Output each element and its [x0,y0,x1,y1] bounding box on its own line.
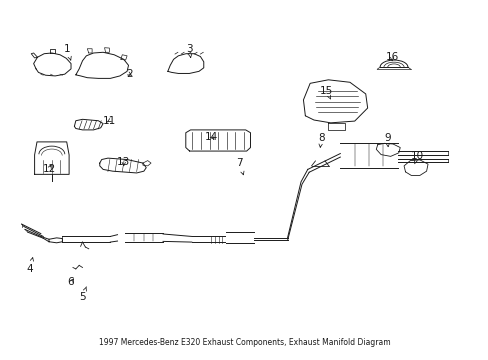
Text: 1: 1 [64,45,71,60]
Text: 9: 9 [383,133,390,147]
Text: 7: 7 [236,158,244,175]
Text: 12: 12 [42,165,56,174]
Text: 11: 11 [102,116,116,126]
Text: 4: 4 [26,258,34,274]
Text: 10: 10 [409,151,423,164]
Text: 15: 15 [320,86,333,99]
Text: 8: 8 [317,133,324,147]
Text: 14: 14 [205,132,218,142]
Text: 3: 3 [186,45,192,58]
Text: 13: 13 [117,157,130,167]
Text: 2: 2 [126,69,133,79]
Text: 16: 16 [385,52,398,62]
Text: 1997 Mercedes-Benz E320 Exhaust Components, Exhaust Manifold Diagram: 1997 Mercedes-Benz E320 Exhaust Componen… [99,338,389,347]
Text: 5: 5 [79,287,86,302]
Text: 6: 6 [67,277,74,287]
